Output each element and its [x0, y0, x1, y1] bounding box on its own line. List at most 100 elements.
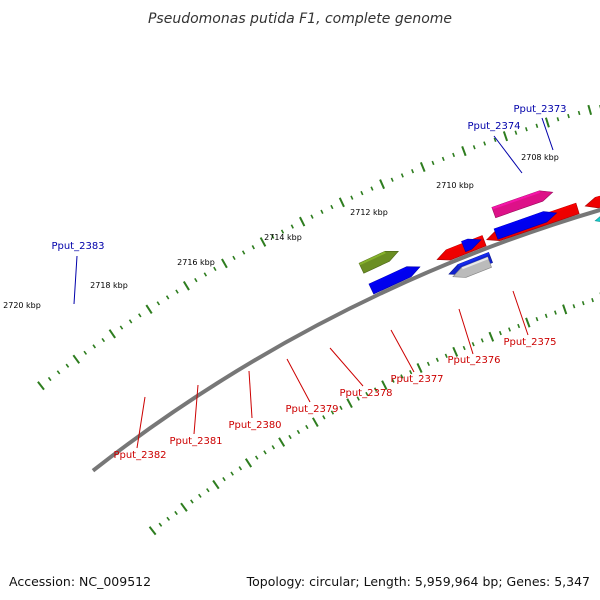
gene-label-pput-2379[interactable]: Pput_2379	[285, 404, 338, 415]
scale-tick	[409, 370, 413, 375]
callout-line	[541, 117, 554, 151]
gene-arrow-highlight	[461, 257, 489, 270]
scale-tick	[175, 289, 179, 294]
scale-tick	[572, 304, 576, 309]
scale-tick	[299, 216, 306, 227]
scale-tick	[296, 429, 301, 435]
gene-label-pput-2376[interactable]: Pput_2376	[447, 355, 500, 366]
callout-line	[512, 290, 529, 336]
gene-label-pput-2374[interactable]: Pput_2374	[467, 121, 520, 132]
scale-tick	[581, 301, 585, 306]
scale-tick	[435, 357, 439, 362]
scale-tick	[180, 502, 188, 512]
scale-tick	[241, 250, 246, 255]
gene-arrow[interactable]	[584, 183, 600, 209]
callout-line	[390, 329, 415, 373]
gene-label-pput-2383[interactable]: Pput_2383	[51, 241, 104, 252]
scale-tick	[156, 301, 161, 306]
scale-tick	[587, 104, 593, 116]
gene-label-pput-2380[interactable]: Pput_2380	[228, 420, 281, 431]
scale-tick	[310, 214, 314, 219]
scale-tick	[259, 237, 267, 247]
scale-tick	[370, 186, 374, 191]
gene-arrow[interactable]	[493, 211, 558, 240]
scale-tick	[535, 316, 539, 322]
scale-ticks	[37, 104, 600, 536]
callout-line	[136, 396, 146, 449]
scale-tick	[330, 204, 334, 210]
gene-label-pput-2378[interactable]: Pput_2378	[339, 388, 392, 399]
scale-tick	[346, 398, 353, 409]
scale-tick	[480, 338, 484, 343]
scale-label: 2708 kbp	[521, 153, 559, 162]
scale-tick	[83, 350, 88, 355]
scale-tick	[381, 380, 388, 391]
gene-arrow-highlight	[595, 196, 600, 200]
scale-tick	[212, 479, 220, 490]
scale-tick	[365, 391, 369, 397]
scale-label: 2720 kbp	[3, 301, 41, 310]
scale-tick	[411, 169, 415, 174]
scale-tick	[182, 281, 190, 291]
scale-tick	[452, 346, 459, 357]
scale-tick	[444, 353, 448, 358]
gene-arrow-highlight	[491, 190, 541, 210]
scale-tick	[145, 304, 153, 315]
callout-line	[193, 384, 199, 435]
scale-tick	[508, 327, 511, 332]
scale-label: 2714 kbp	[264, 233, 302, 242]
scale-tick	[288, 434, 292, 440]
scale-tick	[517, 323, 521, 329]
scale-tick	[544, 313, 548, 318]
scale-tick	[535, 123, 539, 128]
gene-label-pput-2377[interactable]: Pput_2377	[390, 374, 443, 385]
scale-tick	[278, 437, 286, 447]
gene-arrow[interactable]	[358, 250, 400, 274]
scale-tick	[556, 117, 560, 122]
scale-tick	[441, 156, 445, 162]
gene-arrow[interactable]	[368, 266, 421, 295]
scale-tick	[322, 415, 326, 420]
gene-label-pput-2381[interactable]: Pput_2381	[169, 436, 222, 447]
callout-line	[458, 308, 474, 355]
scale-label: 2712 kbp	[350, 208, 388, 217]
gene-label-pput-2382[interactable]: Pput_2382	[113, 450, 166, 461]
scale-tick	[419, 162, 426, 173]
gene-label-pput-2375[interactable]: Pput_2375	[503, 337, 556, 348]
scale-tick	[158, 522, 163, 527]
gene-label-pput-2373[interactable]: Pput_2373	[513, 104, 566, 115]
scale-tick	[461, 146, 467, 157]
gene-arrow-highlight	[359, 251, 386, 266]
scale-tick	[360, 190, 364, 196]
callout-line	[248, 370, 253, 419]
scale-tick	[305, 424, 309, 430]
scale-tick	[339, 405, 343, 410]
scale-tick	[493, 137, 497, 142]
scale-label: 2718 kbp	[90, 281, 128, 290]
scale-tick	[544, 117, 550, 128]
gene-arrow[interactable]	[594, 202, 600, 223]
callout-line	[286, 358, 311, 403]
scale-tick	[221, 258, 228, 269]
scale-tick	[128, 319, 133, 324]
scale-tick	[165, 295, 170, 300]
scale-tick	[244, 458, 253, 468]
scale-tick	[400, 173, 404, 178]
gene-arrow-highlight	[368, 266, 408, 287]
scale-tick	[472, 145, 476, 150]
scale-labels: 2708 kbp 2710 kbp 2712 kbp 2714 kbp 2716 kbp…	[3, 153, 559, 310]
scale-tick	[338, 197, 345, 208]
scale-tick	[72, 354, 81, 364]
scale-tick	[174, 510, 178, 516]
scale-tick	[232, 255, 236, 261]
gene-arrow-highlight	[457, 252, 490, 267]
scale-tick	[591, 298, 594, 303]
scale-tick	[280, 229, 285, 234]
gene-arrow-highlight	[494, 211, 545, 231]
accession-label: Accession: NC_009512	[9, 574, 151, 589]
scale-tick	[483, 141, 487, 146]
scale-tick	[356, 396, 360, 401]
scale-tick	[416, 363, 423, 373]
scale-tick	[92, 344, 97, 349]
scale-tick	[213, 266, 217, 271]
